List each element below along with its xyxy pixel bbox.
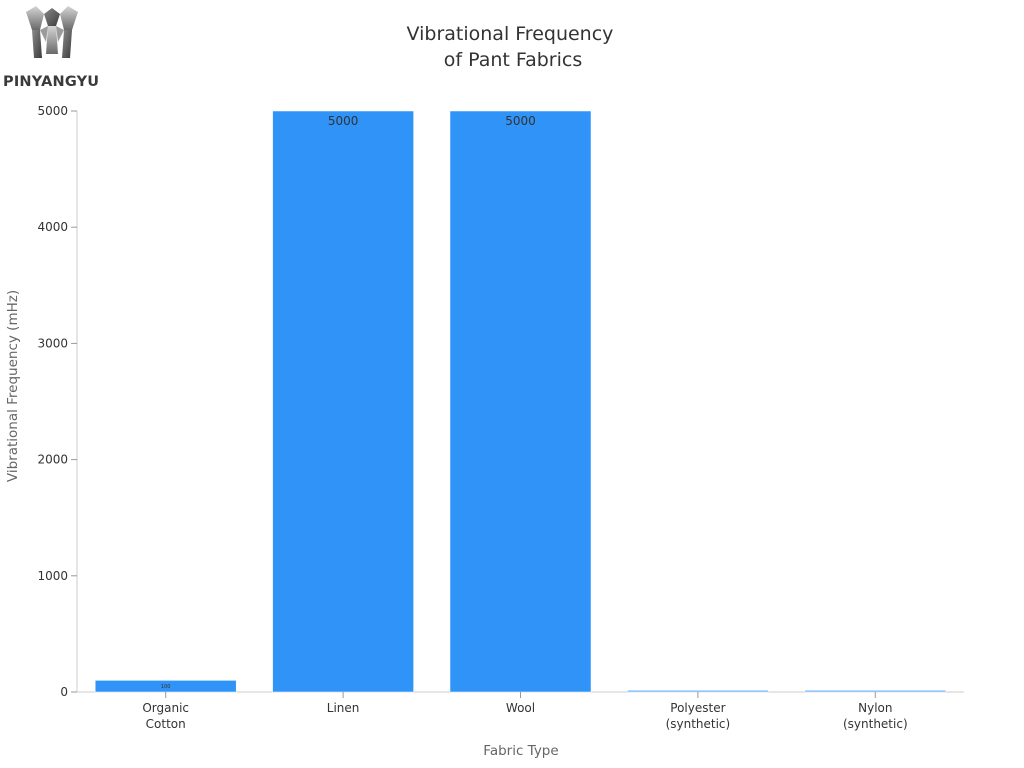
plot-area: 0 1000 2000 3000 4000 5000 100 Organic Cotton 500… [37, 104, 964, 731]
data-label: 100 [161, 684, 171, 690]
brand-logo: PINYANGYU [0, 0, 106, 96]
x-tick-label-line: Nylon [858, 701, 892, 715]
bar [272, 110, 414, 693]
logo-mark-icon [26, 6, 78, 58]
data-label: 5000 [505, 114, 536, 128]
data-label: 5000 [328, 114, 359, 128]
x-tick-label-line: (synthetic) [666, 717, 731, 731]
y-tick-label: 0 [60, 685, 68, 699]
x-tick-label: Polyester (synthetic) [666, 701, 731, 731]
y-tick-label: 1000 [37, 569, 68, 583]
x-tick-label-line: Polyester [670, 701, 725, 715]
x-tick-label: Wool [506, 701, 535, 715]
x-tick-label-line: Wool [506, 701, 535, 715]
y-tick-label: 5000 [37, 104, 68, 118]
y-tick-label: 3000 [37, 336, 68, 350]
bar [804, 690, 947, 693]
x-axis-title: Fabric Type [483, 743, 558, 759]
x-tick-label: Nylon (synthetic) [843, 701, 908, 731]
x-tick-label-line: (synthetic) [843, 717, 908, 731]
bar [449, 110, 592, 693]
x-tick-label: Organic Cotton [142, 701, 189, 731]
x-tick-label-line: Organic [142, 701, 189, 715]
y-axis-title: Vibrational Frequency (mHz) [5, 290, 21, 482]
x-tick-label-line: Cotton [146, 717, 186, 731]
y-tick-label: 4000 [37, 220, 68, 234]
x-tick-label: Linen [327, 701, 360, 715]
y-tick-label: 2000 [37, 453, 68, 467]
bar [627, 690, 769, 693]
x-tick-label-line: Linen [327, 701, 360, 715]
chart-title-line-1: Vibrational Frequency [407, 23, 614, 45]
chart-title-line-2: of Pant Fabrics [444, 49, 582, 71]
chart-title: Vibrational Frequency of Pant Fabrics [407, 23, 620, 71]
logo-text: PINYANGYU [3, 74, 100, 90]
